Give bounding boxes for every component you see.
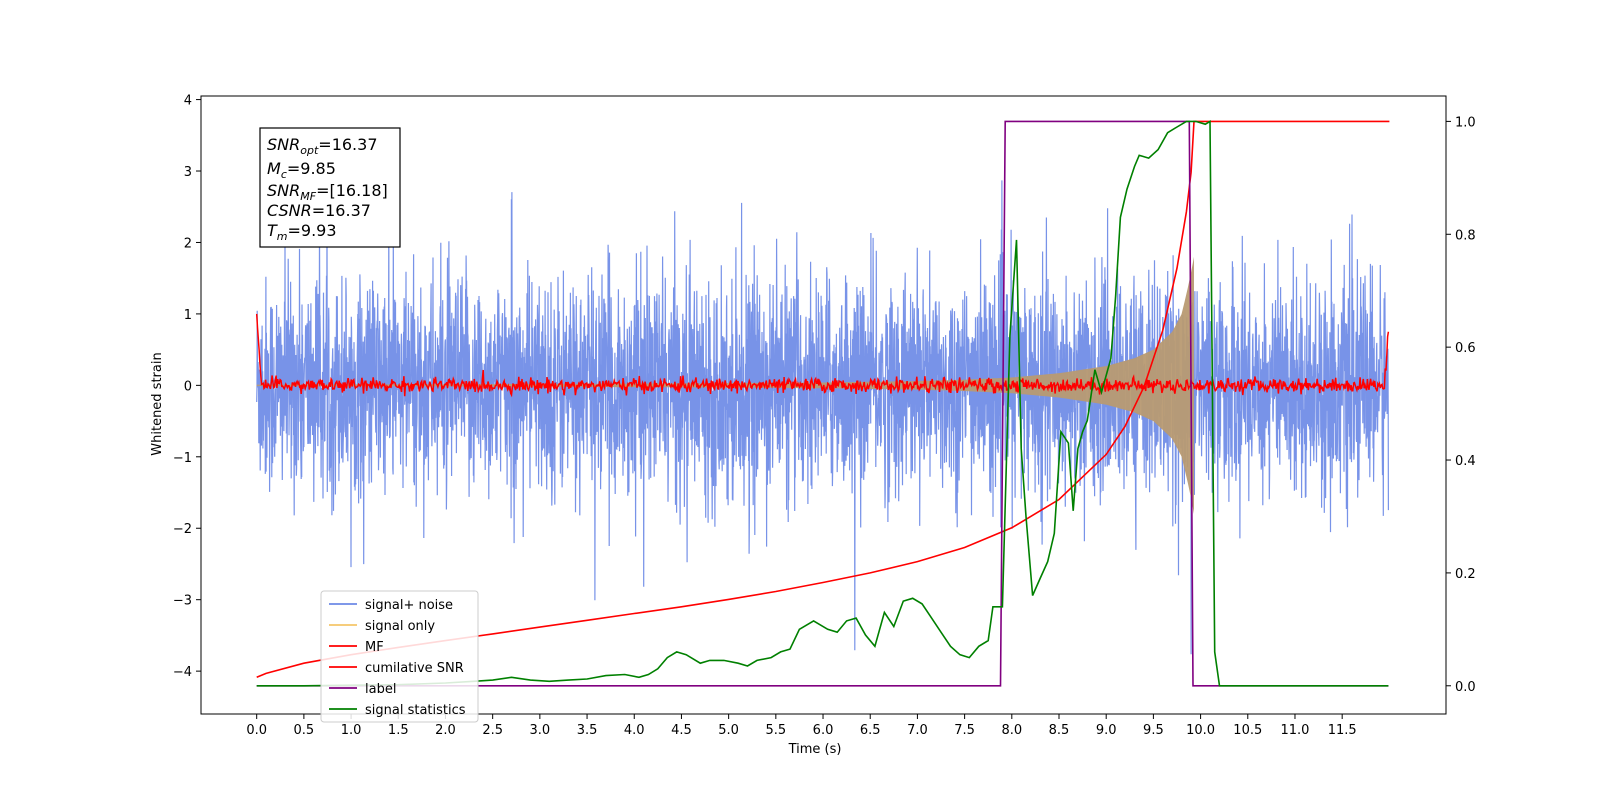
y-left-tick-label: 3 xyxy=(184,165,192,180)
x-tick-label: 8.0 xyxy=(1001,723,1022,738)
y-left-tick-label: 4 xyxy=(184,94,192,109)
x-tick-label: 4.5 xyxy=(671,723,692,738)
legend-item-cumulative-snr: cumilative SNR xyxy=(329,661,464,676)
y-left-tick-label: −4 xyxy=(173,665,192,680)
csnr-line: CSNR=16.37 xyxy=(267,201,371,220)
x-tick-label: 7.5 xyxy=(954,723,975,738)
legend-item-mf: MF xyxy=(329,640,384,655)
x-tick-label: 5.0 xyxy=(718,723,739,738)
legend-item-signal-noise: signal+ noise xyxy=(329,598,453,613)
y-right-tick-label: 0.6 xyxy=(1455,341,1476,356)
series-signal-only xyxy=(256,256,1194,514)
legend-label-signal-noise: signal+ noise xyxy=(365,598,453,613)
mc-line: Mc=9.85 xyxy=(267,159,336,181)
x-tick-label: 8.5 xyxy=(1049,723,1070,738)
y-axis-label: Whitened strain xyxy=(150,352,165,455)
legend-label-signal-only: signal only xyxy=(365,619,435,634)
x-tick-label: 4.0 xyxy=(624,723,645,738)
snr-opt-line: SNRopt=16.37 xyxy=(267,135,378,157)
x-tick-label: 1.5 xyxy=(388,723,409,738)
legend-label-signal-statistics: signal statistics xyxy=(365,703,466,718)
x-tick-label: 0.0 xyxy=(246,723,267,738)
y-right-tick-label: 0.4 xyxy=(1455,454,1476,469)
y-right-tick-label: 1.0 xyxy=(1455,115,1476,130)
legend-item-label: label xyxy=(329,682,396,697)
snr-mf-line: SNRMF=[16.18] xyxy=(267,181,388,203)
y-left-tick-label: −3 xyxy=(173,594,192,609)
y-left-tick-label: 2 xyxy=(184,236,192,251)
y-left-tick-label: −1 xyxy=(173,451,192,466)
snr-info-frame xyxy=(259,127,401,248)
x-tick-label: 6.0 xyxy=(813,723,834,738)
x-tick-label: 3.0 xyxy=(530,723,551,738)
x-tick-label: 9.5 xyxy=(1143,723,1164,738)
legend-item-signal-statistics: signal statistics xyxy=(329,703,466,718)
tm-line: Tm=9.93 xyxy=(267,221,337,243)
y-right-tick-label: 0.0 xyxy=(1455,680,1476,695)
series-signal-statistics xyxy=(256,119,1389,687)
legend-label-label: label xyxy=(365,682,396,697)
legend-item-signal-only: signal only xyxy=(329,619,435,634)
x-axis-label: Time (s) xyxy=(788,742,842,757)
x-tick-label: 9.0 xyxy=(1096,723,1117,738)
x-tick-label: 1.0 xyxy=(341,723,362,738)
y-left-tick-label: −2 xyxy=(173,522,192,537)
legend-frame xyxy=(320,590,479,723)
x-tick-label: 11.0 xyxy=(1280,723,1309,738)
x-tick-label: 7.0 xyxy=(907,723,928,738)
x-tick-label: 6.5 xyxy=(860,723,881,738)
x-tick-label: 2.5 xyxy=(482,723,503,738)
x-tick-label: 3.5 xyxy=(577,723,598,738)
x-tick-label: 10.5 xyxy=(1233,723,1262,738)
snr-info-box: SNRopt=16.37 Mc=9.85 SNRMF=[16.18] CSNR=… xyxy=(259,127,401,248)
x-tick-label: 5.5 xyxy=(765,723,786,738)
x-tick-label: 11.5 xyxy=(1328,723,1357,738)
y-right-tick-label: 0.8 xyxy=(1455,228,1476,243)
series-mf xyxy=(255,313,1390,398)
axes: 0.0 0.5 1.0 1.5 2.0 2.5 3.0 3.5 4.0 4.5 5.0 5.5 6.0 6… xyxy=(173,94,1476,738)
y-left-tick-label: 0 xyxy=(184,379,192,394)
legend: signal+ noise signal only MF cumilative … xyxy=(320,590,479,723)
x-tick-label: 10.0 xyxy=(1186,723,1215,738)
y-left-tick-label: 1 xyxy=(184,308,192,323)
x-tick-label: 0.5 xyxy=(294,723,315,738)
y-right-tick-label: 0.2 xyxy=(1455,567,1476,582)
legend-label-mf: MF xyxy=(365,640,384,655)
x-tick-label: 2.0 xyxy=(435,723,456,738)
legend-label-cumulative-snr: cumilative SNR xyxy=(365,661,464,676)
